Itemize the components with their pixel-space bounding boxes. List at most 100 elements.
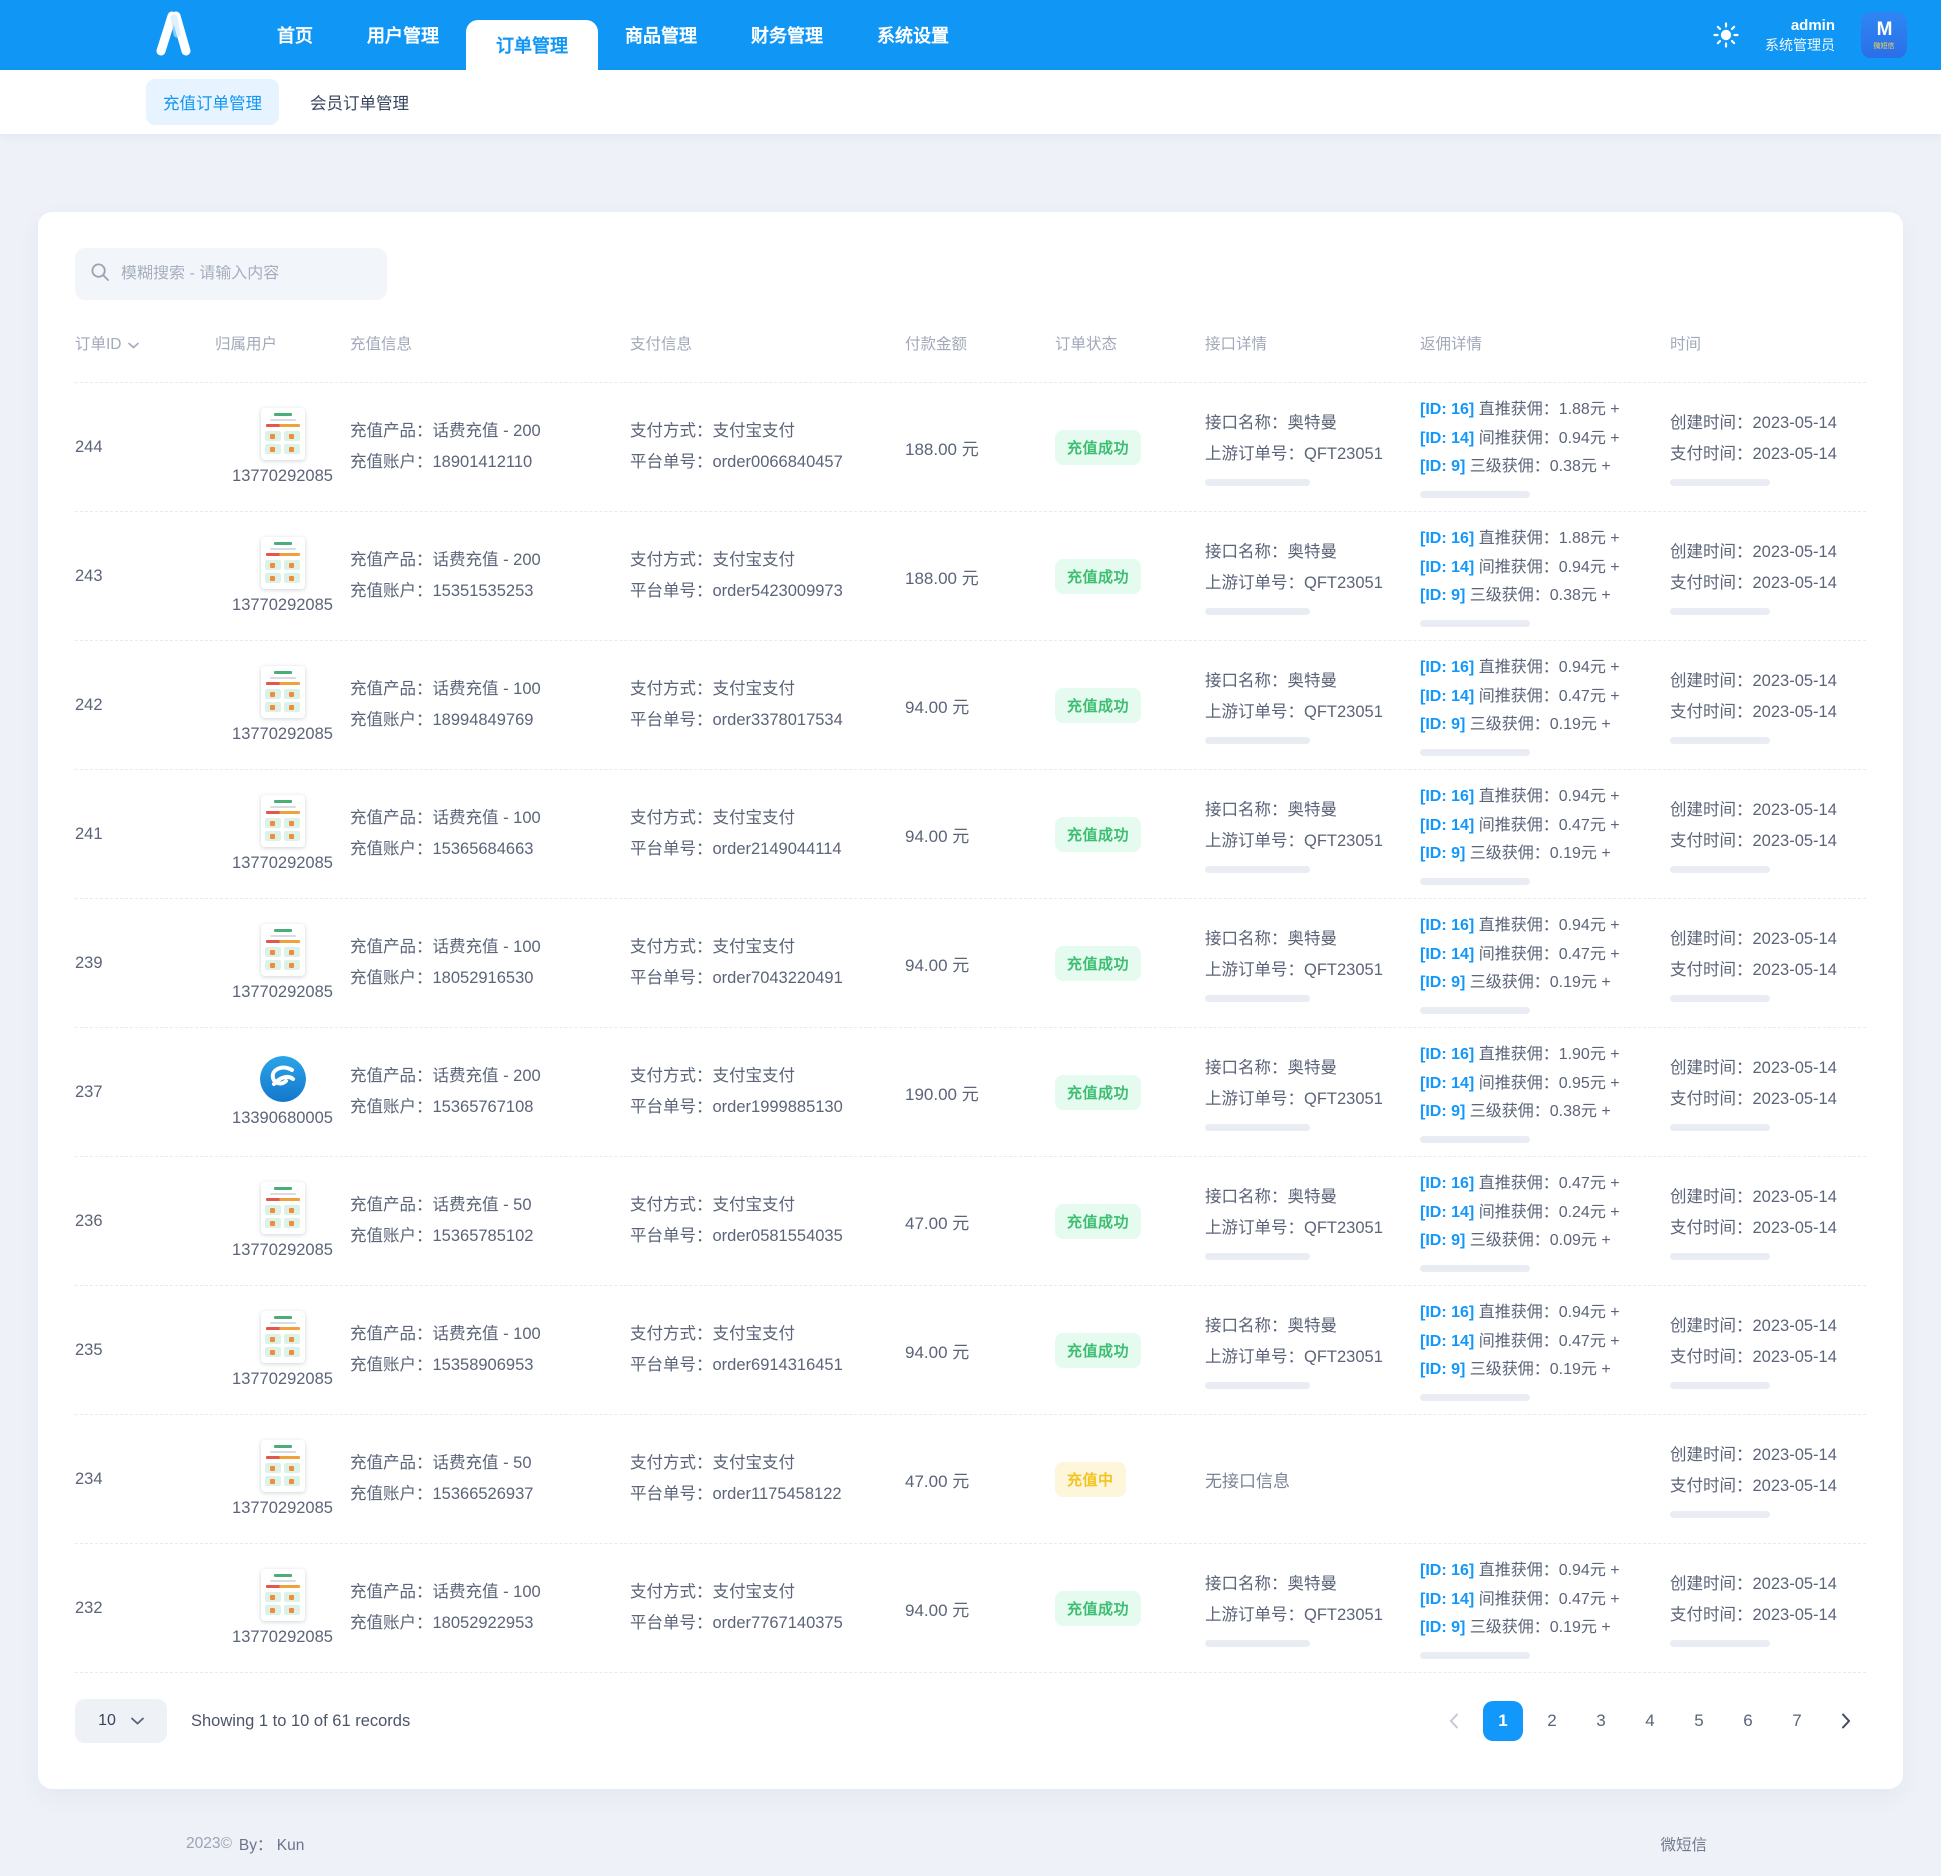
commission-user-id-link[interactable]: [ID: 16] [1420,658,1475,676]
commission-user-id-link[interactable]: [ID: 16] [1420,1303,1475,1321]
page-button-1[interactable]: 1 [1483,1701,1523,1741]
commission-user-id-link[interactable]: [ID: 14] [1420,816,1475,834]
column-header-1: 归属用户 [215,334,350,356]
horizontal-scrollbar[interactable] [1420,491,1530,499]
commission-cell: [ID: 16] 直推获佣：1.88元 + [ID: 14] 间推获佣：0.94元… [1420,396,1670,499]
theme-toggle-sun-icon[interactable] [1713,22,1739,48]
horizontal-scrollbar[interactable] [1670,1639,1770,1647]
commission-user-id-link[interactable]: [ID: 14] [1420,1590,1475,1608]
horizontal-scrollbar[interactable] [1205,865,1310,873]
commission-user-id-link[interactable]: [ID: 14] [1420,1074,1475,1092]
horizontal-scrollbar[interactable] [1205,1639,1310,1647]
pay-method-value: 支付宝支付 [712,1325,796,1344]
nav-item-2[interactable]: 订单管理 [466,20,598,70]
paid-time-value: 2023-05-14 [1752,1219,1837,1237]
commission-user-id-link[interactable]: [ID: 14] [1420,687,1475,705]
api-order-label: 上游订单号： [1205,445,1304,463]
page-button-4[interactable]: 4 [1645,1711,1655,1730]
nav-item-0[interactable]: 首页 [277,26,313,46]
commission-user-id-link[interactable]: [ID: 14] [1420,558,1475,576]
paid-time-label: 支付时间： [1670,445,1753,463]
page-size-select[interactable]: 10 [75,1699,167,1743]
prev-page-button[interactable] [1434,1701,1474,1741]
next-page-button[interactable] [1826,1701,1866,1741]
horizontal-scrollbar[interactable] [1420,620,1530,628]
horizontal-scrollbar[interactable] [1670,1123,1770,1131]
paid-time-line: 支付时间：2023-05-14 [1670,697,1866,728]
commission-user-id-link[interactable]: [ID: 16] [1420,916,1475,934]
nav-item-5[interactable]: 系统设置 [877,26,949,46]
horizontal-scrollbar[interactable] [1420,1007,1530,1015]
horizontal-scrollbar[interactable] [1670,1510,1770,1518]
horizontal-scrollbar[interactable] [1420,749,1530,757]
horizontal-scrollbar[interactable] [1205,1252,1310,1260]
horizontal-scrollbar[interactable] [1670,607,1770,615]
horizontal-scrollbar[interactable] [1420,1652,1530,1660]
recharge-product-line: 充值产品：话费充值 - 100 [350,1319,630,1350]
commission-user-id-link[interactable]: [ID: 16] [1420,787,1475,805]
api-lines: 接口名称：奥特曼 上游订单号：QFT23051 [1205,1569,1420,1630]
commission-user-id-link[interactable]: [ID: 9] [1420,1361,1466,1379]
commission-user-id-link[interactable]: [ID: 16] [1420,400,1475,418]
brand-logo[interactable] [146,0,198,70]
api-order-label: 上游订单号： [1205,1219,1304,1237]
page-button-2[interactable]: 2 [1547,1711,1557,1730]
horizontal-scrollbar[interactable] [1205,736,1310,744]
commission-user-id-link[interactable]: [ID: 14] [1420,429,1475,447]
horizontal-scrollbar[interactable] [1670,1381,1770,1389]
horizontal-scrollbar[interactable] [1670,865,1770,873]
order-id: 239 [75,953,103,972]
subnav-item-1[interactable]: 会员订单管理 [310,95,409,113]
commission-user-id-link[interactable]: [ID: 14] [1420,1332,1475,1350]
horizontal-scrollbar[interactable] [1670,1252,1770,1260]
horizontal-scrollbar[interactable] [1205,994,1310,1002]
page-button-6[interactable]: 6 [1743,1711,1753,1730]
user-avatar[interactable]: M 微短信 [1861,12,1907,58]
page-button-5[interactable]: 5 [1694,1711,1704,1730]
page-button-3[interactable]: 3 [1596,1711,1606,1730]
commission-user-id-link[interactable]: [ID: 9] [1420,458,1466,476]
horizontal-scrollbar[interactable] [1205,1381,1310,1389]
commission-line: [ID: 16] 直推获佣：0.47元 + [1420,1170,1662,1199]
horizontal-scrollbar[interactable] [1670,478,1770,486]
horizontal-scrollbar[interactable] [1205,607,1310,615]
commission-user-id-link[interactable]: [ID: 16] [1420,1045,1475,1063]
horizontal-scrollbar[interactable] [1420,1394,1530,1402]
recharge-product-label: 充值产品： [350,1583,433,1602]
commission-user-id-link[interactable]: [ID: 9] [1420,1232,1466,1250]
horizontal-scrollbar[interactable] [1670,994,1770,1002]
horizontal-scrollbar[interactable] [1420,878,1530,886]
commission-cell: [ID: 16] 直推获佣：0.94元 + [ID: 14] 间推获佣：0.47元… [1420,783,1670,886]
page-button-7[interactable]: 7 [1792,1711,1802,1730]
nav-item-3[interactable]: 商品管理 [625,26,697,46]
commission-user-id-link[interactable]: [ID: 16] [1420,1174,1475,1192]
commission-user-id-link[interactable]: [ID: 14] [1420,1203,1475,1221]
commission-user-id-link[interactable]: [ID: 16] [1420,529,1475,547]
commission-user-id-link[interactable]: [ID: 9] [1420,1103,1466,1121]
created-time-value: 2023-05-14 [1752,1059,1837,1078]
commission-user-id-link[interactable]: [ID: 9] [1420,1619,1466,1637]
commission-user-id-link[interactable]: [ID: 9] [1420,587,1466,605]
horizontal-scrollbar[interactable] [1420,1265,1530,1273]
horizontal-scrollbar[interactable] [1205,478,1310,486]
user-role: 系统管理员 [1765,36,1835,53]
horizontal-scrollbar[interactable] [1670,736,1770,744]
search-input[interactable] [121,265,372,283]
commission-line: [ID: 14] 间推获佣：0.47元 + [1420,1586,1662,1615]
commission-user-id-link[interactable]: [ID: 16] [1420,1561,1475,1579]
column-header-0[interactable]: 订单ID [75,334,215,356]
paid-time-line: 支付时间：2023-05-14 [1670,1342,1866,1373]
recharge-account-value: 18052916530 [432,969,534,987]
nav-item-4[interactable]: 财务管理 [751,26,823,46]
commission-user-id-link[interactable]: [ID: 9] [1420,974,1466,992]
commission-user-id-link[interactable]: [ID: 9] [1420,845,1466,863]
commission-user-id-link[interactable]: [ID: 9] [1420,716,1466,734]
subnav-item-0[interactable]: 充值订单管理 [146,79,279,125]
nav-item-1[interactable]: 用户管理 [367,26,439,46]
horizontal-scrollbar[interactable] [1420,1136,1530,1144]
horizontal-scrollbar[interactable] [1205,1123,1310,1131]
api-order-value: QFT23051 [1304,1219,1383,1237]
commission-user-id-link[interactable]: [ID: 14] [1420,945,1475,963]
created-time-value: 2023-05-14 [1752,930,1837,949]
commission-text: 直推获佣：0.94元 + [1478,1561,1620,1579]
